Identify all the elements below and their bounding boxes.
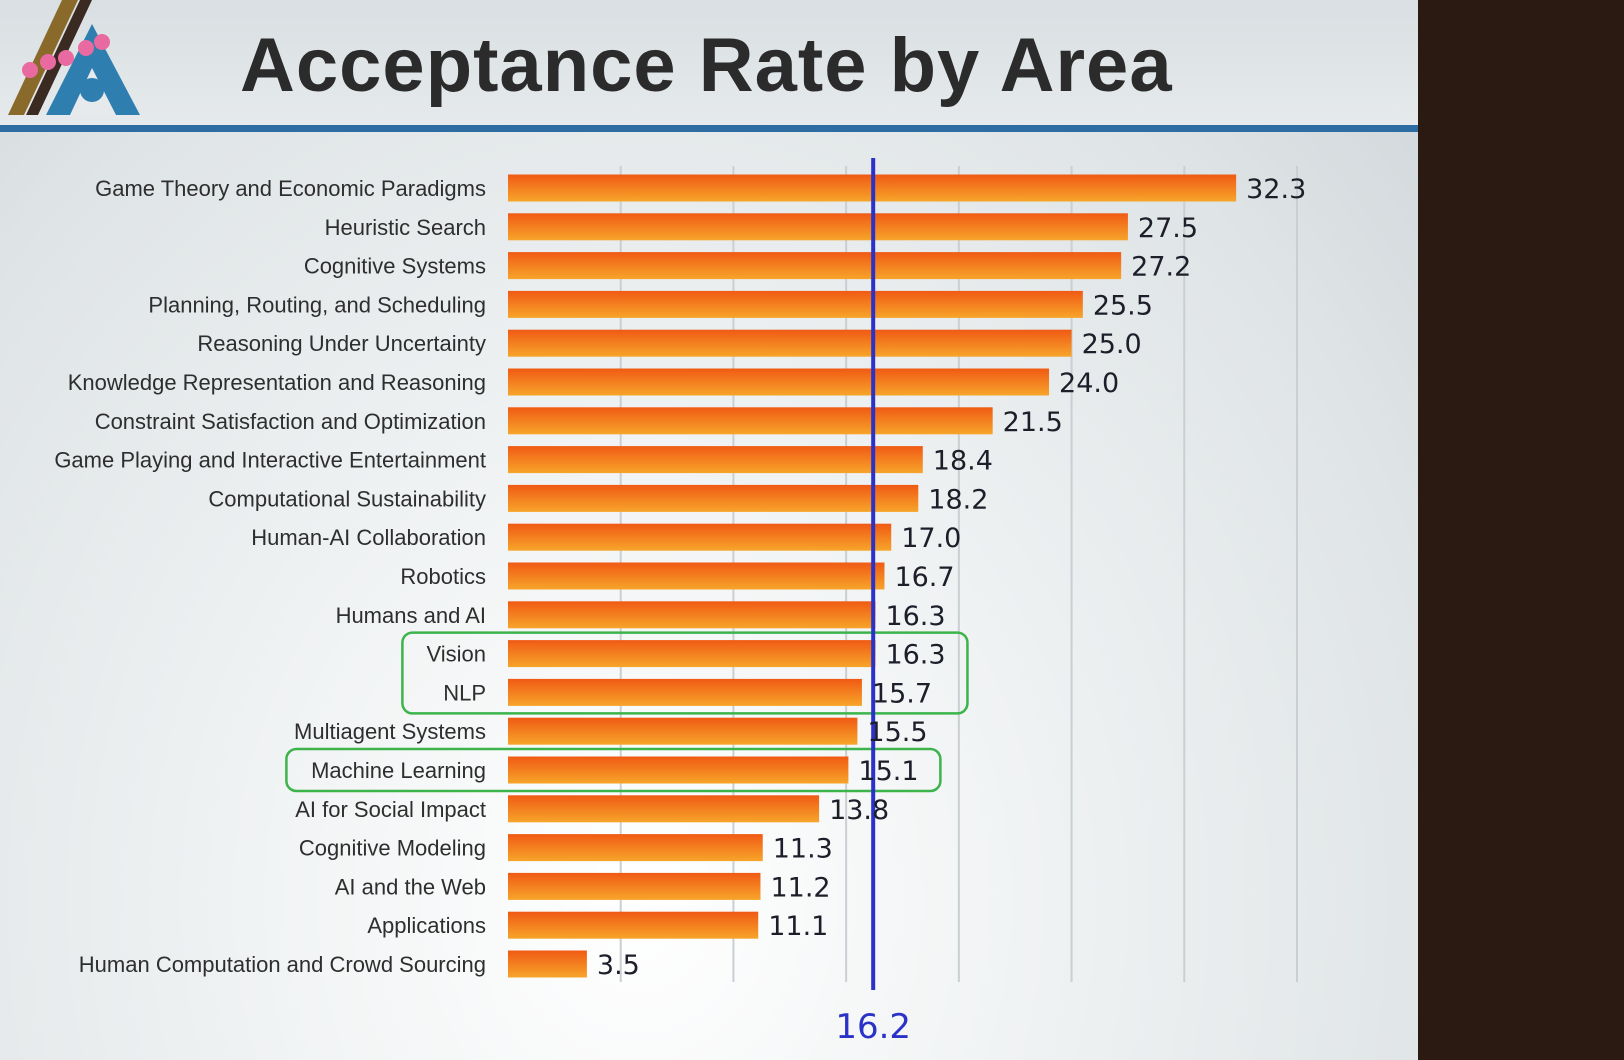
value-label: 3.5 [597,950,640,981]
value-label: 21.5 [1003,407,1063,438]
category-label: Machine Learning [311,758,486,783]
value-label: 27.5 [1138,213,1198,244]
bar [508,329,1072,357]
slide: Acceptance Rate by Area 16.2 Game Theory… [0,0,1418,1060]
value-label: 18.4 [933,446,993,477]
value-label: 32.3 [1246,174,1306,205]
value-label: 11.3 [773,834,833,865]
value-label: 27.2 [1131,252,1191,283]
value-label: 15.5 [867,717,927,748]
value-label: 11.1 [768,911,828,942]
value-label: 13.8 [829,795,889,826]
bar [508,523,892,551]
category-label: Heuristic Search [325,215,486,240]
category-label: Reasoning Under Uncertainty [197,331,486,356]
value-label: 15.1 [858,756,918,787]
category-label: Multiagent Systems [294,719,486,744]
value-label: 15.7 [872,678,932,709]
category-label: Planning, Routing, and Scheduling [148,292,486,317]
bar [508,213,1128,241]
category-label: Vision [426,642,486,667]
category-label: Cognitive Modeling [299,836,486,861]
bar [508,601,876,629]
bar [508,484,919,512]
bar [508,834,763,862]
bar [508,678,862,706]
category-label: Constraint Satisfaction and Optimization [95,409,486,434]
bar [508,717,858,745]
value-label: 16.7 [894,562,954,593]
category-label: Human-AI Collaboration [251,525,486,550]
bar [508,640,876,668]
value-label: 16.3 [885,640,945,671]
value-label: 25.0 [1082,329,1142,360]
category-label: NLP [443,680,486,705]
bar [508,872,761,900]
bar [508,368,1050,396]
highlight-box [401,631,969,715]
category-label: Human Computation and Crowd Sourcing [79,952,486,977]
header-rule [0,125,1418,132]
category-label: Game Theory and Economic Paradigms [95,176,486,201]
category-label: Knowledge Representation and Reasoning [68,370,486,395]
bar [508,950,587,978]
value-label: 16.3 [885,601,945,632]
bar [508,290,1083,318]
value-label: 18.2 [928,484,988,515]
category-label: Robotics [400,564,486,589]
bar [508,911,759,939]
slide-header [0,0,1418,128]
bar [508,407,993,435]
category-label: Game Playing and Interactive Entertainme… [54,448,486,473]
bar [508,562,885,590]
category-label: Computational Sustainability [208,486,486,511]
value-label: 24.0 [1059,368,1119,399]
value-label: 25.5 [1093,290,1153,321]
category-label: Cognitive Systems [304,254,486,279]
value-label: 17.0 [901,523,961,554]
highlight-box [285,747,942,793]
category-label: AI and the Web [335,874,486,899]
category-label: AI for Social Impact [295,797,486,822]
bar [508,446,923,474]
bar [508,252,1122,280]
bar [508,756,849,784]
reference-line-label: 16.2 [835,1007,911,1040]
bar [508,795,820,823]
bar-chart: 16.2 Game Theory and Economic Paradigms 3… [54,158,1306,1040]
value-label: 11.2 [770,872,830,903]
page-title: Acceptance Rate by Area [240,23,1173,108]
category-label: Humans and AI [336,603,486,628]
category-label: Applications [367,913,486,938]
aaai-logo [8,0,140,115]
